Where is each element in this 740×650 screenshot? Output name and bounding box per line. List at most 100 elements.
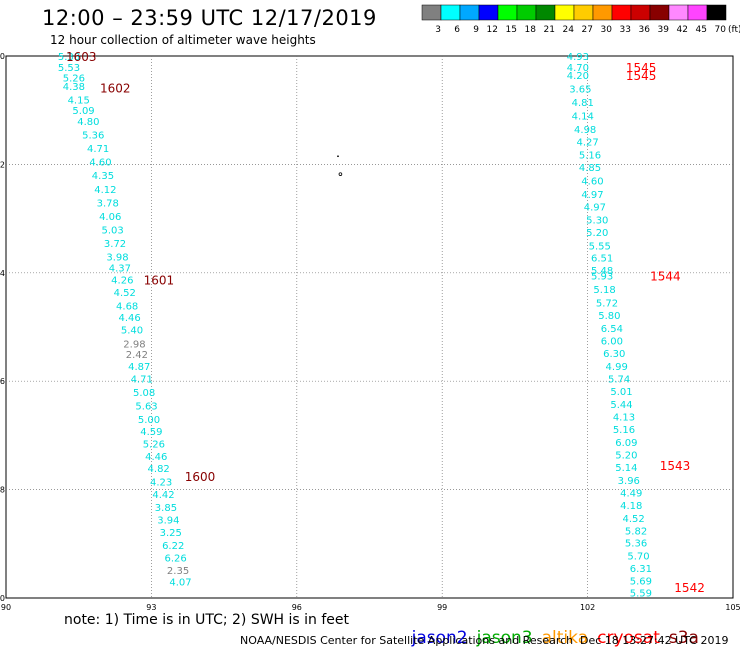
swh-value: 3.65 [569,85,591,96]
swh-value: 5.26 [143,440,165,451]
swh-value: 4.87 [128,362,150,373]
swh-value: 6.22 [162,541,184,552]
sat-s3a: s3a [668,628,699,648]
legend-bin-label: 70 [715,25,727,35]
swh-value: 5.80 [598,311,620,322]
credit-line: NOAA/NESDIS Center for Satellite Applica… [240,634,574,647]
swh-value: 4.71 [131,374,153,385]
swh-value: 4.97 [581,190,603,201]
swh-value: 5.08 [133,388,155,399]
island-mark [338,172,343,176]
legend-bin-label: 12 [487,25,498,35]
lon-tick-label: 93 [146,603,156,612]
swh-value: 4.27 [576,138,598,149]
track-time-label: 1601 [144,273,175,287]
swh-value: 5.18 [593,285,615,296]
swh-value: 3.96 [618,476,640,487]
lon-tick-label: 102 [580,603,595,612]
swh-value: 2.42 [126,350,148,361]
swh-value: 3.72 [104,239,126,250]
swh-value: 4.81 [572,98,594,109]
swh-value: 3.25 [160,528,182,539]
legend-bin-label: 3 [435,25,441,35]
lon-tick-label: 96 [292,603,302,612]
swh-value: 4.60 [581,177,603,188]
legend-swatch [668,4,689,21]
legend-bin-label: 45 [696,25,707,35]
lon-tick-label: 105 [725,603,740,612]
track-time-label: 1545 [626,61,657,75]
sat-cryosat: cryosat [597,628,660,648]
legend-bin-label: 27 [582,25,593,35]
swh-value: 5.82 [625,526,647,537]
swh-value: 4.99 [606,362,628,373]
legend-bin-label: 33 [620,25,631,35]
lat-tick-label: -20 [0,594,5,603]
island-mark [337,155,339,158]
map-frame [5,55,734,599]
swh-value: 4.13 [613,412,635,423]
swh-value: 4.60 [89,158,111,169]
swh-value: 4.15 [68,95,90,106]
swh-value: 5.72 [596,299,618,310]
swh-value: 5.40 [121,326,143,337]
footer-note: note: 1) Time is in UTC; 2) SWH is in fe… [64,612,350,628]
swh-value: 4.12 [94,185,116,196]
legend-swatch [592,4,613,21]
swh-value: 3.94 [157,515,179,526]
legend-bin-label: 24 [563,25,575,35]
swh-value: 6.54 [601,324,623,335]
swh-value: 4.26 [111,275,133,286]
legend-swatch [421,4,442,21]
track-time-label: 1600 [185,470,216,484]
sat-altika: altika [541,628,589,648]
swh-value: 5.20 [586,228,608,239]
legend-bin-label: 21 [544,25,555,35]
swh-value: 5.55 [589,242,611,253]
lat-tick-label: -18 [0,486,5,495]
legend-swatch [535,4,556,21]
swh-value: 4.46 [118,313,140,324]
swh-value: 4.82 [148,464,170,475]
swh-value: 4.68 [116,301,138,312]
swh-value: 6.09 [615,438,637,449]
legend-swatch [554,4,575,21]
legend-bin-label: 42 [677,25,688,35]
swh-value: 4.06 [99,212,121,223]
swh-value: 6.51 [591,254,613,265]
swh-value: 4.14 [572,112,594,123]
swh-value: 5.44 [610,400,632,411]
swh-value: 4.85 [579,163,601,174]
legend-swatch [649,4,670,21]
legend-bin-label: 15 [506,25,517,35]
swh-value: 5.53 [58,63,80,74]
swh-value: 4.42 [152,490,174,501]
legend-unit: (ft) [728,25,740,35]
swh-value: 5.59 [630,589,652,600]
track-time-label: 1542 [674,581,705,595]
swh-value: 4.18 [620,501,642,512]
legend-swatch [440,4,461,21]
swh-value: 2.98 [123,339,145,350]
lat-tick-label: -10 [0,52,5,61]
legend-swatch [573,4,594,21]
swh-value: 5.48 [591,266,613,277]
swh-value: 3.98 [106,253,128,264]
legend-bin-label: 18 [525,25,537,35]
lat-tick-label: -14 [0,269,5,278]
swh-value: 4.52 [114,288,136,299]
swh-value: 5.38 [58,52,80,63]
swh-value: 5.69 [630,577,652,588]
page-subtitle: 12 hour collection of altimeter wave hei… [50,33,316,47]
lon-tick-label: 90 [1,603,11,612]
swh-value: 4.71 [87,144,109,155]
legend-swatch [630,4,651,21]
legend-swatch [459,4,480,21]
swh-value: 3.85 [155,503,177,514]
swh-value: 5.93 [591,272,613,283]
swh-value: 3.78 [97,198,119,209]
swh-value: 5.16 [579,151,601,162]
swh-value: 6.30 [603,349,625,360]
satellite-legend: jason2 jason3 altika cryosat s3a [390,608,708,650]
